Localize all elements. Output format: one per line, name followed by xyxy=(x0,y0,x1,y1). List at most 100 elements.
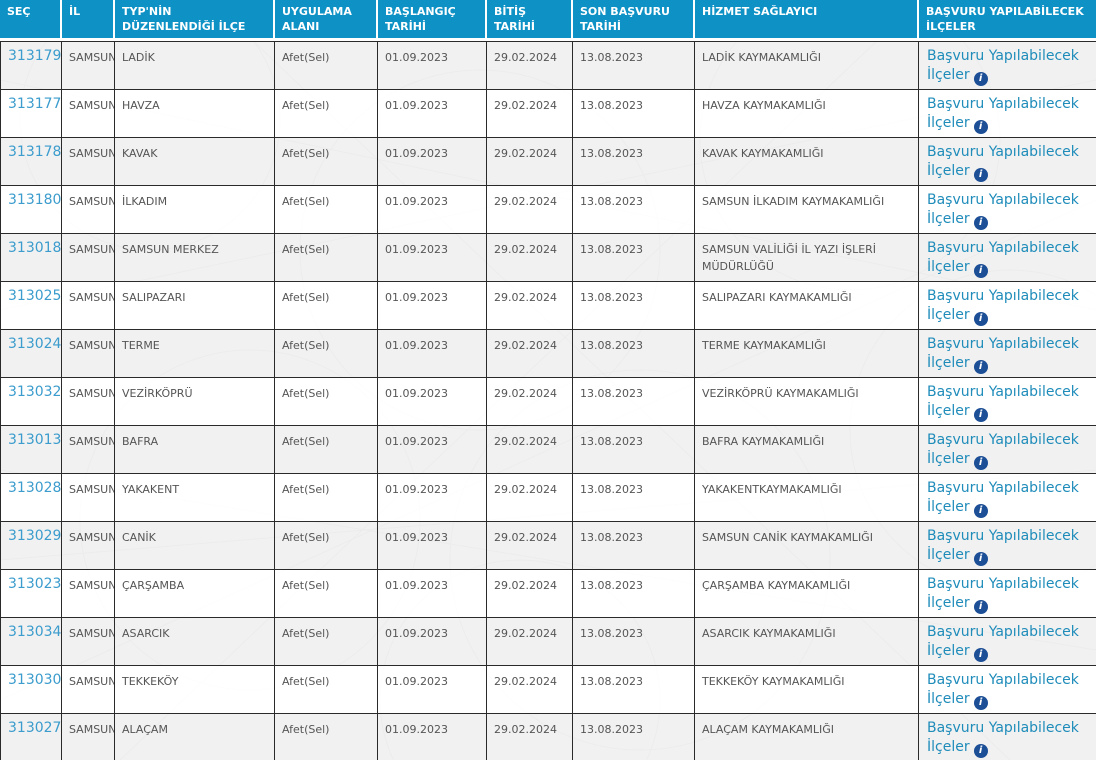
header-cell-application-area: UYGULAMA ALANI xyxy=(275,0,378,41)
application-area-cell: Afet(Sel) xyxy=(275,378,378,425)
row-id-link[interactable]: 313028 xyxy=(8,480,62,496)
row-id-link[interactable]: 313180 xyxy=(8,192,62,208)
applicable-districts-link[interactable]: Başvuru Yapılabilecek İlçeler i xyxy=(927,575,1094,614)
district-cell: ASARCIK xyxy=(115,618,275,665)
applicable-districts-cell: Başvuru Yapılabilecek İlçeler i xyxy=(919,666,1096,713)
select-id-cell: 313178 xyxy=(0,138,62,185)
select-id-cell: 313180 xyxy=(0,186,62,233)
district-cell: YAKAKENT xyxy=(115,474,275,521)
row-id-link[interactable]: 313018 xyxy=(8,240,62,256)
application-area-cell: Afet(Sel) xyxy=(275,426,378,473)
district-cell: BAFRA xyxy=(115,426,275,473)
select-id-cell: 313029 xyxy=(0,522,62,569)
info-icon[interactable]: i xyxy=(973,408,988,422)
info-icon[interactable]: i xyxy=(973,552,988,566)
applicable-districts-link[interactable]: Başvuru Yapılabilecek İlçeler i xyxy=(927,95,1094,134)
info-icon[interactable]: i xyxy=(973,168,988,182)
applicable-districts-link[interactable]: Başvuru Yapılabilecek İlçeler i xyxy=(927,383,1094,422)
select-id-cell: 313025 xyxy=(0,282,62,329)
select-id-cell: 313027 xyxy=(0,714,62,760)
applicable-districts-link-label: Başvuru Yapılabilecek İlçeler xyxy=(927,384,1079,419)
row-id-link[interactable]: 313030 xyxy=(8,672,62,688)
info-icon[interactable]: i xyxy=(973,744,988,758)
end-date-cell: 29.02.2024 xyxy=(487,282,573,329)
row-id-link[interactable]: 313034 xyxy=(8,624,62,640)
row-id-link[interactable]: 313025 xyxy=(8,288,62,304)
table-row: 313034 SAMSUN ASARCIK Afet(Sel) 01.09.20… xyxy=(0,617,1096,665)
service-provider-cell: ÇARŞAMBA KAYMAKAMLIĞI xyxy=(695,570,919,617)
info-icon[interactable]: i xyxy=(973,504,988,518)
service-provider-cell: SAMSUN İLKADIM KAYMAKAMLIĞI xyxy=(695,186,919,233)
info-icon[interactable]: i xyxy=(973,648,988,662)
table-row: 313027 SAMSUN ALAÇAM Afet(Sel) 01.09.202… xyxy=(0,713,1096,760)
application-area-cell: Afet(Sel) xyxy=(275,234,378,281)
applicable-districts-link[interactable]: Başvuru Yapılabilecek İlçeler i xyxy=(927,719,1094,758)
row-id-link[interactable]: 313177 xyxy=(8,96,62,112)
info-icon[interactable]: i xyxy=(973,696,988,710)
application-area-cell: Afet(Sel) xyxy=(275,90,378,137)
applicable-districts-link[interactable]: Başvuru Yapılabilecek İlçeler i xyxy=(927,431,1094,470)
service-provider-cell: VEZİRKÖPRÜ KAYMAKAMLIĞI xyxy=(695,378,919,425)
service-provider-cell: ASARCIK KAYMAKAMLIĞI xyxy=(695,618,919,665)
info-icon[interactable]: i xyxy=(973,456,988,470)
start-date-cell: 01.09.2023 xyxy=(378,474,487,521)
applicable-districts-link[interactable]: Başvuru Yapılabilecek İlçeler i xyxy=(927,287,1094,326)
select-id-cell: 313018 xyxy=(0,234,62,281)
table-row: 313023 SAMSUN ÇARŞAMBA Afet(Sel) 01.09.2… xyxy=(0,569,1096,617)
application-area-cell: Afet(Sel) xyxy=(275,282,378,329)
start-date-cell: 01.09.2023 xyxy=(378,138,487,185)
table-row: 313032 SAMSUN VEZİRKÖPRÜ Afet(Sel) 01.09… xyxy=(0,377,1096,425)
info-icon[interactable]: i xyxy=(973,312,988,326)
applicable-districts-cell: Başvuru Yapılabilecek İlçeler i xyxy=(919,234,1096,281)
info-icon[interactable]: i xyxy=(973,360,988,374)
applicable-districts-link[interactable]: Başvuru Yapılabilecek İlçeler i xyxy=(927,143,1094,182)
applicable-districts-cell: Başvuru Yapılabilecek İlçeler i xyxy=(919,522,1096,569)
applicable-districts-link-label: Başvuru Yapılabilecek İlçeler xyxy=(927,576,1079,611)
applicable-districts-link[interactable]: Başvuru Yapılabilecek İlçeler i xyxy=(927,47,1094,86)
row-id-link[interactable]: 313178 xyxy=(8,144,62,160)
applicable-districts-link[interactable]: Başvuru Yapılabilecek İlçeler i xyxy=(927,191,1094,230)
application-area-cell: Afet(Sel) xyxy=(275,714,378,760)
start-date-cell: 01.09.2023 xyxy=(378,714,487,760)
header-cell-applicable-districts: BAŞVURU YAPILABİLECEK İLÇELER xyxy=(919,0,1096,41)
province-cell: SAMSUN xyxy=(62,186,115,233)
row-id-link[interactable]: 313027 xyxy=(8,720,62,736)
applicable-districts-link[interactable]: Başvuru Yapılabilecek İlçeler i xyxy=(927,239,1094,278)
applicable-districts-link[interactable]: Başvuru Yapılabilecek İlçeler i xyxy=(927,479,1094,518)
province-cell: SAMSUN xyxy=(62,138,115,185)
applicable-districts-link[interactable]: Başvuru Yapılabilecek İlçeler i xyxy=(927,623,1094,662)
start-date-cell: 01.09.2023 xyxy=(378,186,487,233)
end-date-cell: 29.02.2024 xyxy=(487,666,573,713)
select-id-cell: 313023 xyxy=(0,570,62,617)
info-icon[interactable]: i xyxy=(973,120,988,134)
applicable-districts-cell: Başvuru Yapılabilecek İlçeler i xyxy=(919,618,1096,665)
row-id-link[interactable]: 313013 xyxy=(8,432,62,448)
header-cell-deadline: SON BAŞVURU TARİHİ xyxy=(573,0,695,41)
row-id-link[interactable]: 313179 xyxy=(8,48,62,64)
row-id-link[interactable]: 313024 xyxy=(8,336,62,352)
deadline-cell: 13.08.2023 xyxy=(573,282,695,329)
info-icon[interactable]: i xyxy=(973,264,988,278)
header-cell-end-date: BİTİŞ TARİHİ xyxy=(487,0,573,41)
end-date-cell: 29.02.2024 xyxy=(487,234,573,281)
applicable-districts-link-label: Başvuru Yapılabilecek İlçeler xyxy=(927,480,1079,515)
service-provider-cell: SALIPAZARI KAYMAKAMLIĞI xyxy=(695,282,919,329)
info-icon[interactable]: i xyxy=(973,72,988,86)
applicable-districts-link[interactable]: Başvuru Yapılabilecek İlçeler i xyxy=(927,671,1094,710)
row-id-link[interactable]: 313023 xyxy=(8,576,62,592)
application-area-cell: Afet(Sel) xyxy=(275,138,378,185)
province-cell: SAMSUN xyxy=(62,42,115,89)
info-icon[interactable]: i xyxy=(973,216,988,230)
applicable-districts-link[interactable]: Başvuru Yapılabilecek İlçeler i xyxy=(927,335,1094,374)
deadline-cell: 13.08.2023 xyxy=(573,522,695,569)
application-area-cell: Afet(Sel) xyxy=(275,474,378,521)
deadline-cell: 13.08.2023 xyxy=(573,378,695,425)
row-id-link[interactable]: 313029 xyxy=(8,528,62,544)
province-cell: SAMSUN xyxy=(62,282,115,329)
service-provider-cell: YAKAKENTKAYMAKAMLIĞI xyxy=(695,474,919,521)
applicable-districts-link[interactable]: Başvuru Yapılabilecek İlçeler i xyxy=(927,527,1094,566)
info-icon[interactable]: i xyxy=(973,600,988,614)
row-id-link[interactable]: 313032 xyxy=(8,384,62,400)
province-cell: SAMSUN xyxy=(62,474,115,521)
deadline-cell: 13.08.2023 xyxy=(573,234,695,281)
